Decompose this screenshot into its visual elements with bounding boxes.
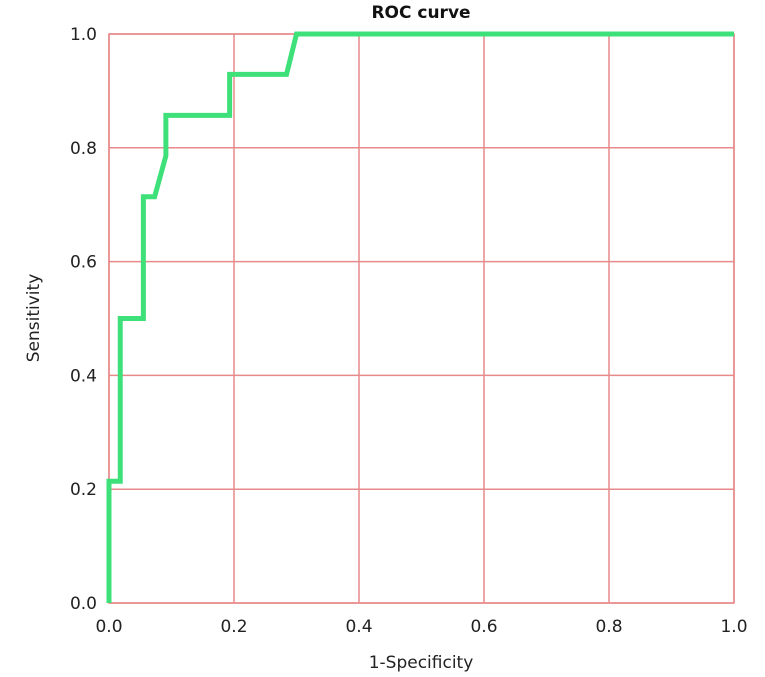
x-tick-label: 1.0 xyxy=(720,617,747,637)
x-tick-label: 0.2 xyxy=(220,617,247,637)
grid-lines xyxy=(108,33,735,604)
y-tick-label: 0.4 xyxy=(70,366,97,386)
x-tick-label: 0.4 xyxy=(345,617,372,637)
roc-series-line xyxy=(106,31,734,603)
y-tick-label: 0.6 xyxy=(70,253,97,273)
series-layer xyxy=(106,31,734,603)
y-tick-label: 0.2 xyxy=(70,480,97,500)
y-tick-label: 0.8 xyxy=(70,139,97,159)
x-tick-label: 0.8 xyxy=(595,617,622,637)
x-tick-label: 0.0 xyxy=(95,617,122,637)
plot-area xyxy=(108,33,735,604)
x-axis-label: 1-Specificity xyxy=(369,653,474,673)
x-tick-labels: 0.0 0.2 0.4 0.6 0.8 1.0 xyxy=(95,617,747,637)
y-tick-labels: 0.0 0.2 0.4 0.6 0.8 1.0 xyxy=(70,25,97,614)
y-tick-label: 0.0 xyxy=(70,594,97,614)
x-tick-label: 0.6 xyxy=(470,617,497,637)
y-tick-label: 1.0 xyxy=(70,25,97,45)
y-axis-label: Sensitivity xyxy=(24,274,44,363)
chart-title: ROC curve xyxy=(371,3,470,23)
